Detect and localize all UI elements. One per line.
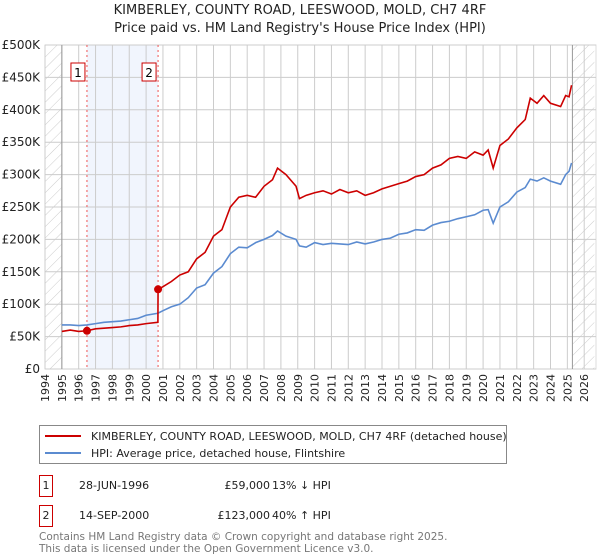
x-tick-label: 2019 [460,374,473,402]
x-tick-label: 1999 [123,374,136,402]
y-tick-label: £200K [2,232,42,246]
y-tick-label: £50K [9,330,41,344]
x-tick-label: 2021 [494,374,507,402]
x-tick-label: 2014 [376,374,389,402]
x-tick-label: 2025 [561,374,574,402]
legend-item-hpi: HPI: Average price, detached house, Flin… [45,445,345,461]
sale-date: 28-JUN-1996 [79,479,150,492]
chart-subtitle: Price paid vs. HM Land Registry's House … [114,21,486,36]
x-tick-label: 2001 [157,374,170,402]
sale-badge: 1 [39,475,53,497]
line-chart: 1994 1995 1996 1997 1998 1999 2000 2001 2002 2003… [2,38,597,402]
sale-date: 14-SEP-2000 [79,509,150,522]
x-tick-label: 2005 [224,374,237,402]
y-tick-label: £250K [2,200,42,214]
x-tick-label: 2002 [174,374,187,402]
chart-title: KIMBERLEY, COUNTY ROAD, LEESWOOD, MOLD, … [113,3,487,18]
x-tick-label: 2000 [140,374,153,402]
sale-point [82,326,91,335]
x-tick-label: 2012 [342,374,355,402]
sale-hpi-diff: 40% ↑ HPI [272,509,331,522]
legend-item-property: KIMBERLEY, COUNTY ROAD, LEESWOOD, MOLD, … [45,428,507,444]
x-tick-label: 2009 [292,374,305,402]
x-tick-label: 2013 [359,374,372,402]
x-tick-label: 2003 [191,374,204,402]
property-series-line [61,85,573,333]
x-tick-label: 2016 [410,374,423,402]
x-tick-label: 1998 [106,374,119,402]
x-tick-label: 2007 [258,374,271,402]
hpi-series-line [61,162,573,327]
x-tick-label: 2020 [477,374,490,402]
x-tick-label: 2015 [393,374,406,402]
sale-price: £59,000 [224,479,271,492]
sale-row-2: 2 14-SEP-2000 £123,000 40% ↑ HPI [39,505,459,527]
x-tick-label: 2018 [443,374,456,402]
y-tick-label: £500K [2,38,42,52]
legend-swatch-red [45,435,81,437]
x-tick-label: 2026 [578,374,591,402]
y-tick-label: £400K [2,103,42,117]
x-tick-label: 1995 [56,374,69,402]
legend-label: HPI: Average price, detached house, Flin… [91,446,346,460]
sale-price: £123,000 [217,509,271,522]
x-tick-label: 2008 [275,374,288,402]
x-tick-label: 2011 [325,374,338,402]
x-tick-label: 2024 [545,374,558,402]
y-tick-label: £300K [2,168,42,182]
y-tick-label: £350K [2,135,42,149]
y-tick-label: £150K [2,265,42,279]
sale-label-box [141,62,157,82]
footer-licence: This data is licensed under the Open Gov… [39,543,374,555]
sale-label-box [70,62,86,82]
legend-label: KIMBERLEY, COUNTY ROAD, LEESWOOD, MOLD, … [91,429,507,443]
x-tick-label: 2010 [309,374,322,402]
footer-copyright: Contains HM Land Registry data © Crown c… [39,531,448,543]
legend-swatch-blue [45,452,81,454]
sale-label-number: 2 [145,66,153,80]
x-tick-label: 1996 [73,374,86,402]
sale-point [154,285,163,294]
x-tick-label: 2006 [241,374,254,402]
sale-row-1: 1 28-JUN-1996 £59,000 13% ↓ HPI [39,475,459,497]
sale-badge: 2 [39,505,53,527]
legend: KIMBERLEY, COUNTY ROAD, LEESWOOD, MOLD, … [39,425,507,464]
sale-hpi-diff: 13% ↓ HPI [272,479,331,492]
y-tick-label: £100K [2,297,42,311]
x-tick-label: 1994 [39,374,52,402]
sale-label-number: 1 [74,66,82,80]
x-tick-label: 2022 [511,374,524,402]
x-tick-label: 2017 [427,374,440,402]
y-tick-label: £450K [2,70,42,84]
x-tick-label: 1997 [90,374,103,402]
x-tick-label: 2004 [208,374,221,402]
x-tick-label: 2023 [528,374,541,402]
y-tick-label: £0 [25,362,40,376]
